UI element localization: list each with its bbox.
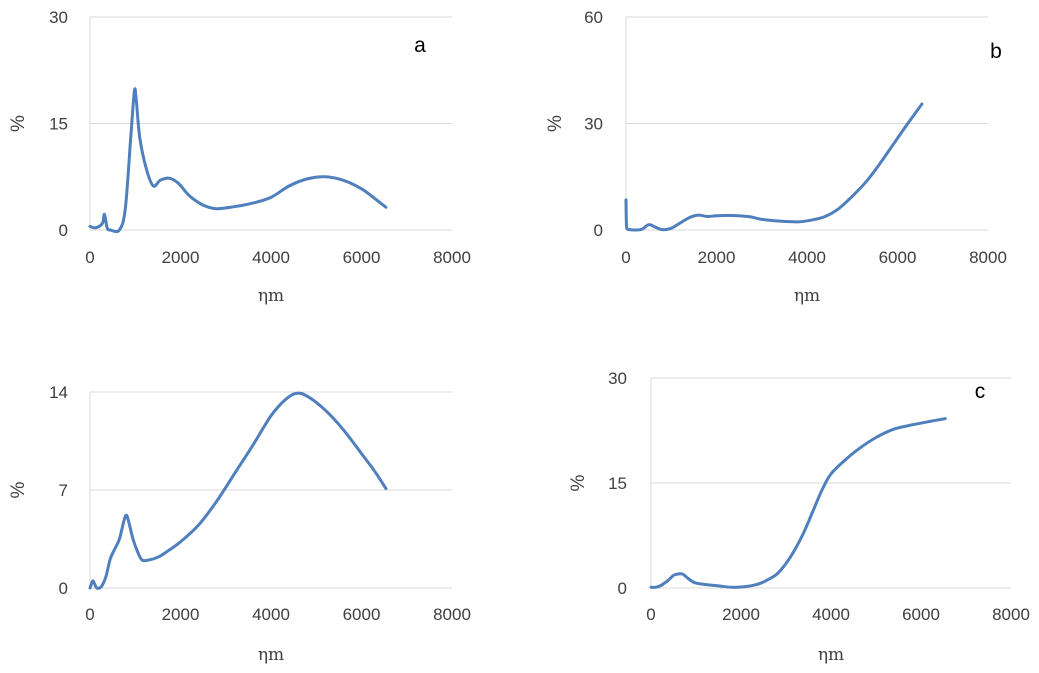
x-tick-label: 0 (85, 605, 94, 624)
y-axis-label: % (545, 115, 566, 132)
y-tick-label: 15 (608, 474, 627, 493)
chart-panel-3: 0 7 14 0 2000 4000 6000 8000% ηm (8, 383, 471, 665)
x-tick-label: 4000 (812, 605, 850, 624)
panel-label: c (975, 380, 986, 403)
y-tick-label: 0 (594, 221, 603, 240)
panel-label: b (990, 40, 1002, 63)
x-tick-label: 4000 (788, 248, 826, 267)
x-axis-label: ηm (794, 286, 820, 306)
y-tick-label: 15 (49, 115, 68, 134)
x-tick-label: 2000 (722, 605, 760, 624)
x-tick-label: 2000 (698, 248, 736, 267)
y-tick-label: 0 (618, 579, 627, 598)
y-axis-label: % (8, 115, 29, 132)
y-tick-label: 14 (49, 383, 68, 402)
x-tick-label: 4000 (252, 605, 290, 624)
y-tick-label: 30 (584, 115, 603, 134)
x-tick-label: 2000 (162, 605, 200, 624)
x-tick-label: 6000 (343, 248, 381, 267)
x-axis-label: ηm (258, 645, 284, 665)
x-tick-label: 0 (646, 605, 655, 624)
x-tick-label: 2000 (162, 248, 200, 267)
series-line (624, 102, 924, 232)
chart-panel-4: 0 15 30 0 2000 4000 6000 8000% ηm c (568, 369, 1030, 665)
y-axis-label: % (568, 474, 589, 491)
series-line (88, 391, 388, 590)
panel-label: a (414, 34, 426, 57)
x-tick-label: 8000 (433, 605, 471, 624)
x-axis-label: ηm (818, 645, 844, 665)
x-tick-label: 6000 (902, 605, 940, 624)
x-tick-label: 8000 (433, 248, 471, 267)
chart-panel-1: 0 15 30 0 2000 4000 6000 8000% ηm a (8, 8, 471, 306)
x-tick-label: 6000 (879, 248, 917, 267)
chart-panel-2: 0 30 60 0 2000 4000 6000 8000% ηm b (545, 8, 1007, 306)
x-tick-label: 4000 (252, 248, 290, 267)
y-tick-label: 60 (584, 8, 603, 27)
y-tick-label: 7 (59, 481, 68, 500)
y-axis-label: % (8, 481, 29, 498)
x-tick-label: 8000 (992, 605, 1030, 624)
x-axis-label: ηm (258, 286, 284, 306)
series-line (88, 87, 388, 234)
x-tick-label: 8000 (969, 248, 1007, 267)
x-tick-label: 0 (621, 248, 630, 267)
series-line (649, 417, 947, 589)
y-tick-label: 0 (59, 221, 68, 240)
y-tick-label: 30 (49, 8, 68, 27)
y-tick-label: 0 (59, 579, 68, 598)
y-tick-label: 30 (608, 369, 627, 388)
x-tick-label: 0 (85, 248, 94, 267)
x-tick-label: 6000 (343, 605, 381, 624)
